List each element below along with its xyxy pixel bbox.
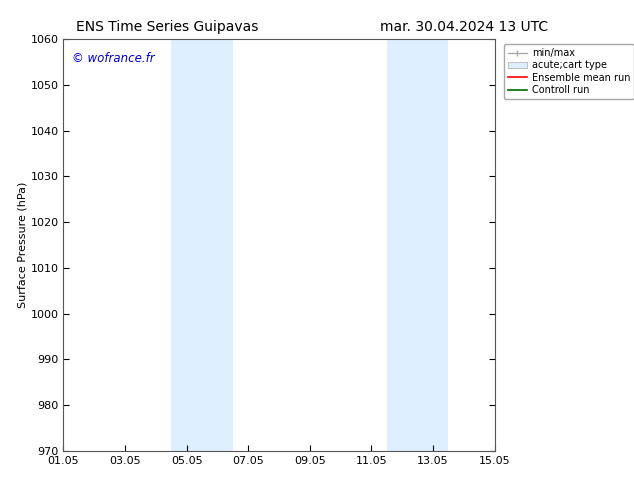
Legend: min/max, acute;cart type, Ensemble mean run, Controll run: min/max, acute;cart type, Ensemble mean … <box>503 44 634 99</box>
Text: mar. 30.04.2024 13 UTC: mar. 30.04.2024 13 UTC <box>380 20 548 34</box>
Bar <box>171 39 233 451</box>
Bar <box>387 39 448 451</box>
Text: ENS Time Series Guipavas: ENS Time Series Guipavas <box>76 20 259 34</box>
Y-axis label: Surface Pressure (hPa): Surface Pressure (hPa) <box>18 182 28 308</box>
Text: © wofrance.fr: © wofrance.fr <box>72 51 155 65</box>
